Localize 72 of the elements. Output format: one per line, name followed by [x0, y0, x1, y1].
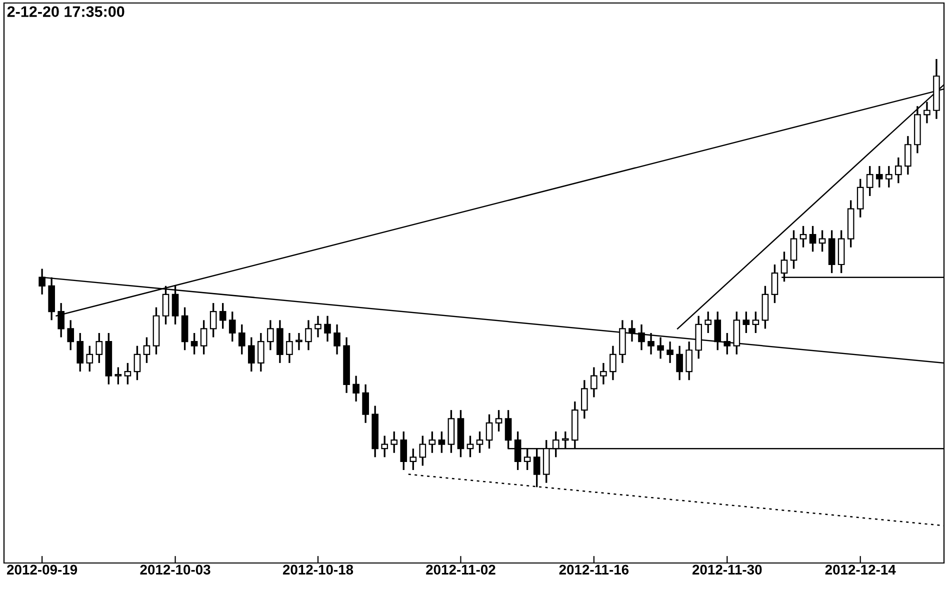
candlestick	[257, 332, 264, 372]
candlestick	[134, 345, 141, 381]
candlestick	[628, 319, 636, 342]
candlestick	[314, 315, 322, 338]
candlestick	[114, 366, 122, 386]
candlestick	[190, 332, 198, 356]
candlestick	[67, 319, 74, 351]
chart-title: 2-12-20 17:35:00	[7, 6, 124, 18]
candlestick	[866, 165, 874, 197]
candlestick	[876, 165, 883, 188]
x-tick-label: 2012-11-16	[559, 564, 629, 575]
candlestick	[666, 340, 674, 364]
candlestick	[895, 156, 902, 184]
x-tick-label: 2012-11-30	[692, 564, 762, 575]
candlestick	[76, 332, 84, 372]
candlestick	[610, 345, 616, 381]
candlestick	[410, 448, 417, 471]
candlestick	[704, 310, 712, 334]
candlestick	[200, 319, 208, 356]
candlestick	[648, 332, 654, 356]
candlestick	[818, 229, 826, 252]
candlestick	[476, 430, 484, 454]
candlestick	[124, 362, 132, 386]
candlestick	[486, 414, 493, 450]
candlestick	[924, 100, 930, 124]
candlestick	[742, 310, 750, 334]
candlestick	[809, 225, 816, 252]
candlestick	[267, 319, 274, 351]
candlestick	[210, 302, 217, 338]
candlestick	[390, 430, 398, 454]
candlestick	[352, 374, 360, 402]
candlestick	[334, 324, 340, 356]
candlestick	[419, 434, 426, 467]
candlestick	[904, 135, 912, 176]
candlestick	[428, 430, 436, 454]
candlestick	[438, 430, 446, 454]
candlestick	[676, 345, 683, 381]
candlestick	[305, 319, 312, 351]
candlestick	[771, 264, 778, 304]
x-tick-label: 2012-11-02	[426, 564, 496, 575]
candlestick	[800, 225, 807, 248]
candlestick	[638, 324, 645, 351]
candlestick	[856, 178, 864, 218]
candlestick	[248, 336, 255, 372]
candlestick	[885, 165, 892, 188]
candlestick	[96, 332, 103, 364]
candlestick	[143, 336, 150, 364]
candlestick	[362, 384, 369, 424]
candlestick	[228, 310, 236, 342]
candlestick	[238, 324, 246, 356]
candlestick	[400, 430, 408, 471]
candlestick	[219, 302, 226, 330]
candlestick	[381, 434, 388, 458]
x-tick-label: 2012-10-18	[282, 564, 354, 575]
candlestick	[724, 332, 731, 356]
candlestick	[324, 315, 331, 342]
x-tick-label: 2012-10-03	[140, 564, 210, 575]
candlestick	[286, 332, 293, 364]
candlestick	[495, 409, 502, 432]
candlestick	[752, 310, 760, 334]
candlestick	[466, 434, 474, 458]
candlestick	[686, 340, 692, 381]
candlestick	[590, 366, 598, 398]
x-tick-label: 2012-12-14	[825, 564, 896, 575]
candlestick	[86, 345, 94, 372]
candlestick	[657, 336, 664, 360]
x-tick-label: 2012-09-19	[7, 564, 78, 575]
candlestick	[600, 362, 607, 386]
candlestick	[714, 310, 722, 351]
candlestick	[790, 229, 798, 270]
candlestick	[581, 379, 588, 420]
candlestick	[296, 332, 302, 351]
